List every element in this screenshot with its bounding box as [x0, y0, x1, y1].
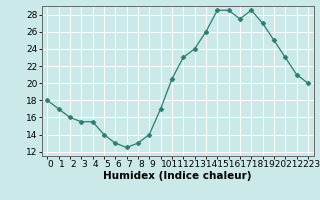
- X-axis label: Humidex (Indice chaleur): Humidex (Indice chaleur): [103, 171, 252, 181]
